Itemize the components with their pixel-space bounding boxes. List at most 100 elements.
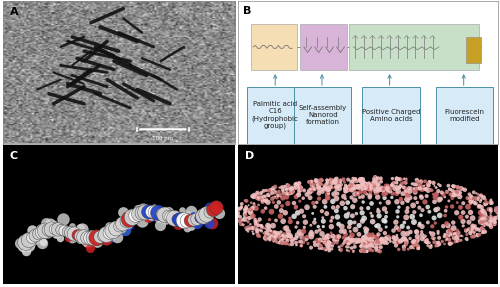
Point xyxy=(375,241,383,246)
Point xyxy=(348,238,356,243)
Point xyxy=(290,189,298,194)
Point xyxy=(309,184,317,189)
Point xyxy=(264,232,272,236)
Point xyxy=(310,187,318,191)
Point xyxy=(184,218,192,223)
Point xyxy=(360,179,368,183)
Point xyxy=(445,187,453,191)
Point xyxy=(362,192,370,196)
Point xyxy=(192,218,200,222)
Point xyxy=(252,224,260,228)
Point xyxy=(346,184,354,189)
Point xyxy=(488,215,496,220)
Point xyxy=(426,245,434,249)
Point xyxy=(461,187,469,192)
Point xyxy=(366,242,374,247)
Point xyxy=(258,229,266,233)
Point xyxy=(286,236,294,241)
Point xyxy=(441,232,449,237)
Point xyxy=(250,195,258,199)
Point xyxy=(312,200,320,205)
Point xyxy=(308,183,316,187)
Point xyxy=(388,183,396,187)
Point xyxy=(86,246,94,250)
Point xyxy=(289,237,297,242)
Point xyxy=(411,190,419,195)
Point xyxy=(350,249,358,254)
Point xyxy=(292,204,300,209)
Point xyxy=(403,231,411,236)
Point xyxy=(308,234,316,239)
Point xyxy=(344,241,352,246)
Point xyxy=(206,206,214,210)
Point xyxy=(294,183,302,187)
Point xyxy=(348,183,356,187)
Point xyxy=(395,227,403,232)
Point xyxy=(138,211,146,215)
Point xyxy=(434,231,442,236)
Point xyxy=(250,231,258,236)
Point xyxy=(272,230,280,235)
Point xyxy=(431,195,439,199)
Point xyxy=(360,239,368,244)
Point xyxy=(451,184,459,189)
Point xyxy=(295,181,303,185)
Point xyxy=(362,238,370,242)
Point xyxy=(248,211,256,215)
Point xyxy=(245,227,253,231)
Point xyxy=(354,185,362,190)
Point xyxy=(258,226,266,230)
Point xyxy=(492,208,500,212)
Point xyxy=(346,187,354,192)
Point xyxy=(152,207,160,212)
Point xyxy=(311,243,319,247)
Point xyxy=(135,214,143,218)
Point xyxy=(251,193,259,197)
Point xyxy=(482,202,490,207)
Point xyxy=(396,177,404,182)
Point xyxy=(483,201,491,205)
Point xyxy=(375,187,383,192)
Point xyxy=(292,205,300,210)
Point xyxy=(250,214,258,218)
Point xyxy=(284,183,292,188)
Point xyxy=(244,224,252,229)
Point xyxy=(256,234,264,238)
Point xyxy=(376,241,384,246)
Point xyxy=(444,223,452,228)
Point xyxy=(270,239,278,244)
Point xyxy=(324,196,332,200)
Point xyxy=(374,184,382,189)
Point xyxy=(428,224,436,229)
Point xyxy=(144,207,152,212)
Point xyxy=(364,206,372,210)
Point xyxy=(380,196,388,200)
Point xyxy=(456,205,464,210)
Point xyxy=(466,231,474,235)
Point xyxy=(336,178,344,183)
Point xyxy=(269,195,277,200)
Point xyxy=(361,182,369,187)
Point xyxy=(364,240,372,245)
Point xyxy=(152,212,160,216)
Point xyxy=(456,187,464,191)
Point xyxy=(386,189,394,193)
Point xyxy=(305,180,313,184)
Point xyxy=(426,230,434,235)
Point xyxy=(348,183,356,188)
Point xyxy=(442,208,450,213)
Point xyxy=(280,184,288,188)
Point xyxy=(294,220,302,225)
Point xyxy=(334,183,342,188)
Point xyxy=(342,214,350,218)
Point xyxy=(480,209,488,214)
Point xyxy=(366,184,374,188)
Point xyxy=(363,241,371,245)
Point xyxy=(258,199,266,204)
Point xyxy=(248,194,256,199)
Point xyxy=(452,189,460,194)
Point xyxy=(362,241,370,246)
Point xyxy=(402,215,410,220)
Point xyxy=(482,217,490,222)
Point xyxy=(346,183,354,187)
